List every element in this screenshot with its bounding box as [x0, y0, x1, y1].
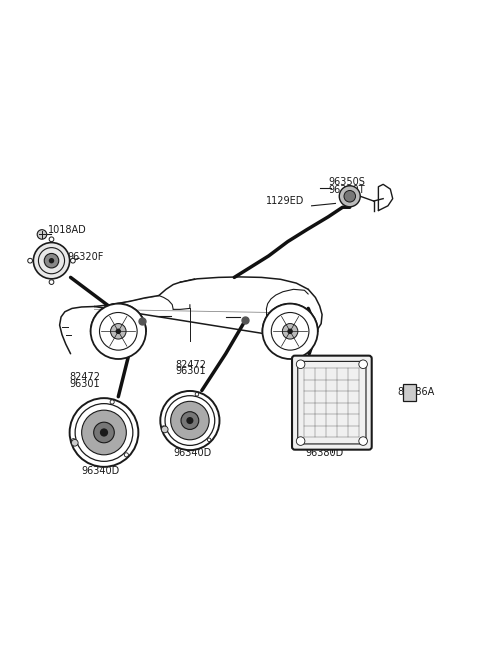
Circle shape [160, 391, 219, 450]
Text: 96350S: 96350S [328, 178, 365, 187]
Text: 82472: 82472 [70, 372, 101, 382]
Circle shape [344, 191, 356, 202]
Circle shape [34, 242, 70, 279]
Circle shape [195, 392, 199, 396]
Circle shape [110, 400, 114, 404]
Circle shape [37, 230, 47, 239]
Text: 96340D: 96340D [173, 448, 211, 458]
Circle shape [70, 398, 138, 467]
Circle shape [282, 324, 298, 339]
Circle shape [296, 437, 305, 445]
Circle shape [91, 304, 146, 359]
Circle shape [28, 258, 33, 263]
Text: 84186A: 84186A [397, 387, 435, 397]
Circle shape [72, 439, 75, 443]
Text: 96350T: 96350T [328, 185, 365, 195]
Circle shape [44, 253, 59, 268]
Circle shape [94, 422, 114, 443]
Text: 96301: 96301 [176, 366, 206, 377]
Circle shape [339, 186, 360, 207]
Bar [403, 384, 416, 400]
Circle shape [162, 426, 166, 430]
Text: 96320F: 96320F [67, 252, 104, 262]
Text: 96380D: 96380D [306, 448, 344, 458]
Text: 82472: 82472 [176, 360, 206, 369]
Circle shape [161, 426, 168, 433]
Circle shape [359, 360, 367, 369]
Text: 96301: 96301 [70, 379, 100, 389]
Circle shape [296, 360, 305, 369]
Circle shape [171, 402, 209, 440]
Circle shape [100, 428, 108, 437]
Circle shape [263, 304, 318, 359]
Circle shape [288, 329, 293, 334]
FancyBboxPatch shape [292, 356, 372, 450]
Circle shape [110, 324, 126, 339]
Circle shape [71, 258, 75, 263]
Circle shape [82, 410, 126, 455]
Circle shape [49, 237, 54, 242]
Circle shape [124, 453, 129, 457]
Circle shape [181, 412, 199, 430]
Circle shape [72, 440, 78, 446]
Text: 1018AD: 1018AD [48, 225, 87, 234]
Circle shape [49, 258, 54, 263]
Text: 1129ED: 1129ED [266, 196, 305, 206]
Circle shape [186, 417, 193, 424]
Circle shape [116, 329, 121, 334]
Circle shape [359, 437, 367, 445]
Circle shape [49, 280, 54, 284]
Text: 96340D: 96340D [82, 466, 120, 476]
Circle shape [207, 438, 211, 441]
